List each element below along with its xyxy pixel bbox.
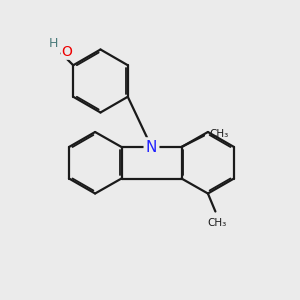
Text: H: H — [48, 37, 58, 50]
Text: CH₃: CH₃ — [209, 129, 229, 139]
Text: CH₃: CH₃ — [207, 218, 226, 228]
Text: N: N — [146, 140, 157, 154]
Text: O: O — [61, 45, 72, 59]
